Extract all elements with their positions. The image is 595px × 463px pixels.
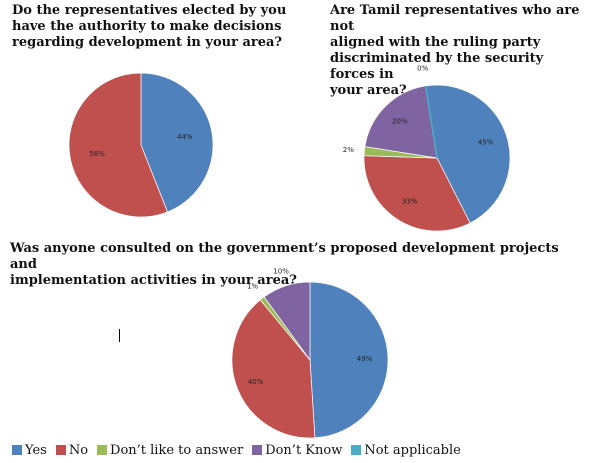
pie-slice-don-t-know bbox=[263, 281, 311, 362]
slice-label-don-t-know: 20% bbox=[392, 117, 408, 125]
pie-chart-consultation: 49% 40% 1% 10% bbox=[231, 267, 389, 439]
legend-swatch bbox=[97, 445, 108, 455]
slice-label-no: 33% bbox=[402, 198, 418, 206]
legend-label: Don’t Know bbox=[265, 442, 343, 458]
slice-label-no: 40% bbox=[248, 378, 264, 386]
text-cursor bbox=[119, 329, 120, 342]
legend-swatch bbox=[55, 445, 66, 455]
pie-slice-no bbox=[68, 72, 168, 218]
chart-legend: Yes No Don’t like to answer Don’t Know Not a… bbox=[12, 440, 592, 460]
legend-swatch bbox=[252, 445, 263, 455]
slice-label-yes: 45% bbox=[478, 139, 494, 147]
slice-label-don-t-like-to-answer: 1% bbox=[247, 283, 258, 291]
legend-swatch bbox=[12, 445, 22, 455]
pie-slice-no bbox=[231, 299, 316, 439]
chart2-title: Are Tamil representatives who are not al… bbox=[330, 3, 580, 98]
slice-label-don-t-like-to-answer: 2% bbox=[343, 146, 354, 154]
pie-slice-not-applicable bbox=[424, 85, 438, 159]
legend-swatch bbox=[351, 445, 362, 455]
pie-chart-discrimination: 45% 33% 2% 20% 0% bbox=[343, 64, 511, 232]
legend-item-don-t-know: Don’t Know bbox=[252, 443, 342, 458]
slice-label-yes: 49% bbox=[357, 355, 373, 363]
legend-item-yes: Yes bbox=[12, 443, 47, 458]
slice-label-yes: 44% bbox=[177, 133, 193, 141]
legend-label: Not applicable bbox=[364, 442, 461, 458]
legend-label: Don’t like to answer bbox=[110, 442, 244, 458]
slice-label-don-t-know: 10% bbox=[273, 267, 289, 275]
pie-slice-yes bbox=[309, 281, 389, 439]
legend-item-no: No bbox=[55, 442, 89, 458]
chart3-title: Was anyone consulted on the government’s… bbox=[10, 241, 559, 288]
slice-label-no: 56% bbox=[89, 150, 105, 158]
legend-item-not-applicable: Not applicable bbox=[351, 442, 461, 458]
legend-label: No bbox=[68, 442, 89, 458]
pie-slice-don-t-know bbox=[364, 85, 438, 159]
chart1-title: Do the representatives elected by you ha… bbox=[12, 3, 287, 50]
pie-slice-yes bbox=[140, 72, 214, 213]
pie-chart-authority: 44% 56% bbox=[68, 72, 214, 218]
legend-label: Yes bbox=[25, 442, 47, 458]
slice-label-not-applicable: 0% bbox=[417, 64, 428, 72]
pie-slice-no bbox=[363, 155, 471, 232]
pie-slice-yes bbox=[425, 84, 511, 224]
legend-item-don-t-like-to-answer: Don’t like to answer bbox=[97, 443, 243, 458]
